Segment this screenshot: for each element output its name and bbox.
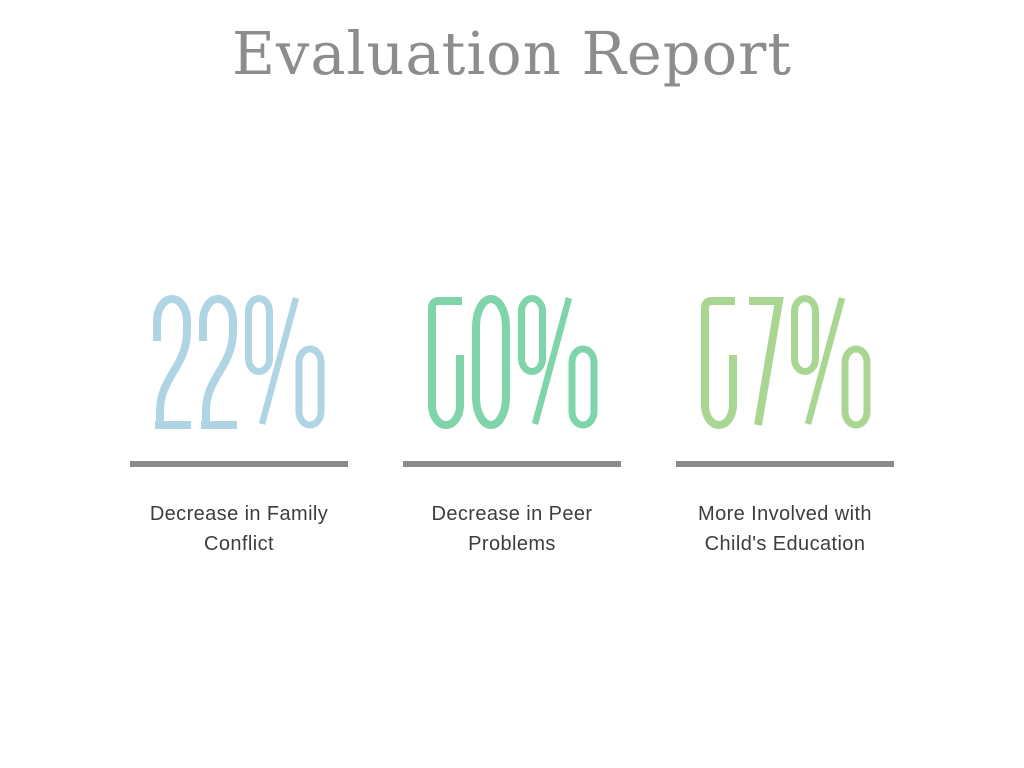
stat-value-figure: [699, 295, 871, 429]
stat-label: Decrease in Peer Problems: [431, 503, 593, 555]
stat-label: Decrease in Family Conflict: [149, 503, 329, 555]
stat-value-figure: [426, 295, 598, 429]
stat-divider: [676, 461, 894, 467]
stat-divider: [130, 461, 348, 467]
stat-value-figure: [153, 295, 325, 429]
stat-card-family-conflict: Decrease in Family Conflict: [130, 295, 348, 559]
stat-card-child-education: More Involved with Child's Education: [676, 295, 894, 559]
stat-label: More Involved with Child's Education: [698, 503, 872, 555]
page-title: Evaluation Report: [231, 19, 792, 88]
stat-card-peer-problems: Decrease in Peer Problems: [403, 295, 621, 559]
stat-divider: [403, 461, 621, 467]
stats-row: Decrease in Family Conflict Decrease in …: [0, 295, 1024, 559]
